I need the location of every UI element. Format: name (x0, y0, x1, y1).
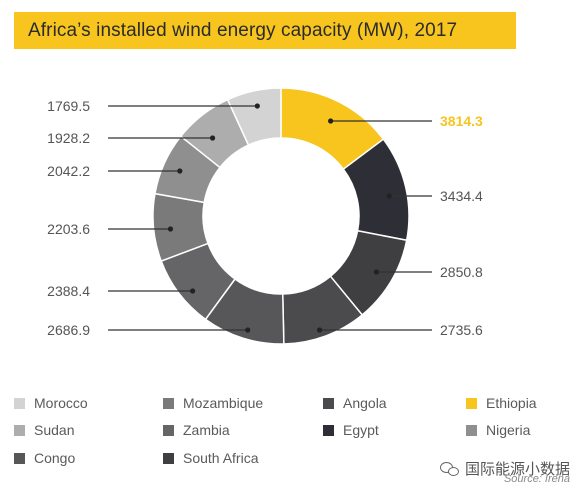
leader-dot-egypt (386, 193, 392, 199)
legend-label: Zambia (183, 422, 230, 438)
legend-label: Ethiopia (486, 395, 537, 411)
legend-label: Congo (34, 450, 76, 466)
legend-swatch (14, 397, 25, 409)
value-label-egypt: 3434.4 (440, 188, 483, 204)
legend-item-ethiopia: Ethiopia (466, 394, 537, 412)
legend-item-congo: Congo (14, 449, 75, 467)
legend-swatch (323, 424, 334, 436)
value-label-sudan: 1928.2 (47, 130, 90, 146)
legend-item-mozambique: Mozambique (163, 394, 263, 412)
leader-dot-sudan (209, 135, 216, 141)
value-label-ethiopia: 3814.3 (440, 113, 483, 129)
legend-swatch (163, 397, 174, 409)
legend-swatch (163, 424, 174, 436)
legend-item-egypt: Egypt (323, 421, 379, 439)
legend-label: Egypt (343, 422, 379, 438)
legend-swatch (466, 424, 477, 436)
legend-swatch (466, 397, 477, 409)
legend-item-angola: Angola (323, 394, 387, 412)
leader-dot-mozambique (167, 226, 174, 232)
value-label-south-africa: 2850.8 (440, 264, 483, 280)
wechat-icon (440, 461, 460, 477)
watermark: 国际能源小数据 (440, 458, 570, 479)
legend-item-sudan: Sudan (14, 421, 74, 439)
leader-dot-zambia (190, 288, 196, 294)
legend-label: Sudan (34, 422, 75, 438)
slice-morocco (226, 87, 282, 147)
legend-label: Angola (343, 395, 387, 411)
legend-swatch (14, 452, 25, 464)
value-label-zambia: 2388.4 (47, 283, 90, 299)
legend-item-south-africa: South Africa (163, 449, 259, 467)
leader-dot-south-africa (373, 269, 379, 275)
chart-title: Africa’s installed wind energy capacity … (28, 19, 458, 41)
source-note: Source: Irena (503, 473, 570, 485)
leader-dot-congo (245, 327, 251, 333)
leader-dot-angola (316, 327, 323, 333)
value-label-mozambique: 2203.6 (47, 221, 90, 237)
legend-item-nigeria: Nigeria (466, 421, 530, 439)
chart-title-bar: Africa’s installed wind energy capacity … (14, 12, 516, 49)
legend-item-morocco: Morocco (14, 394, 88, 412)
legend-label: Nigeria (486, 422, 531, 438)
value-label-angola: 2735.6 (440, 322, 483, 338)
value-label-congo: 2686.9 (47, 322, 90, 338)
watermark-text: 国际能源小数据 (465, 461, 571, 478)
legend-label: Morocco (34, 395, 88, 411)
value-label-morocco: 1769.5 (47, 98, 90, 114)
leader-dot-ethiopia (328, 118, 334, 124)
leader-dot-morocco (254, 103, 260, 109)
legend-swatch (163, 452, 174, 464)
legend-swatch (323, 397, 334, 409)
legend-swatch (14, 424, 25, 436)
legend-label: Mozambique (183, 395, 264, 411)
legend-label: South Africa (183, 450, 259, 466)
leader-dot-nigeria (177, 168, 183, 174)
value-label-nigeria: 2042.2 (47, 163, 90, 179)
legend-item-zambia: Zambia (163, 421, 230, 439)
